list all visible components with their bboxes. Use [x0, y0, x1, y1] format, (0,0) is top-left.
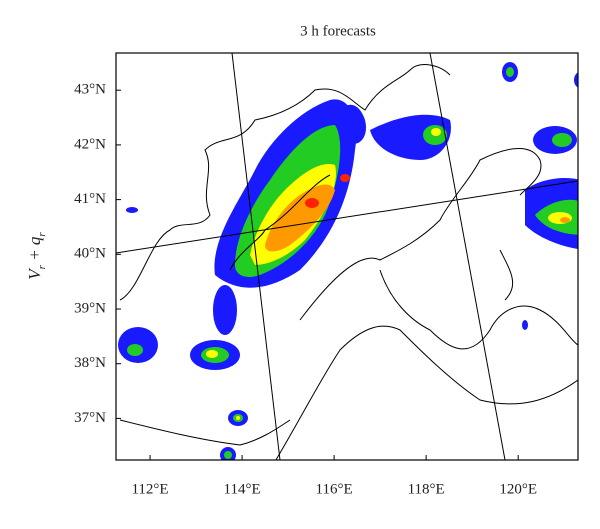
label-part: r	[36, 232, 48, 237]
y-tick-label: 42°N	[74, 136, 106, 152]
y-axis-label: Vr + qr	[25, 232, 48, 280]
x-tick-label: 116°E	[316, 481, 353, 497]
x-tick-label: 118°E	[408, 481, 445, 497]
boundaries	[119, 64, 578, 460]
y-tick-label: 38°N	[74, 355, 106, 371]
x-tick-label: 120°E	[499, 481, 537, 497]
y-tick-label: 40°N	[74, 246, 106, 262]
label-part: + q	[25, 236, 44, 265]
map-content	[116, 53, 578, 460]
x-tick-label: 114°E	[224, 481, 261, 497]
x-tick-label: 112°E	[131, 481, 168, 497]
projection-lines	[116, 53, 578, 460]
map-title: 3 h forecasts	[300, 23, 376, 39]
map-frame	[115, 52, 579, 461]
y-tick-label: 41°N	[74, 191, 106, 207]
precipitation	[118, 62, 578, 460]
label-part: V	[25, 267, 44, 280]
y-tick-label: 37°N	[74, 410, 106, 426]
label-part: r	[36, 264, 48, 269]
y-tick-label: 43°N	[74, 82, 106, 98]
y-tick-label: 39°N	[74, 300, 106, 316]
